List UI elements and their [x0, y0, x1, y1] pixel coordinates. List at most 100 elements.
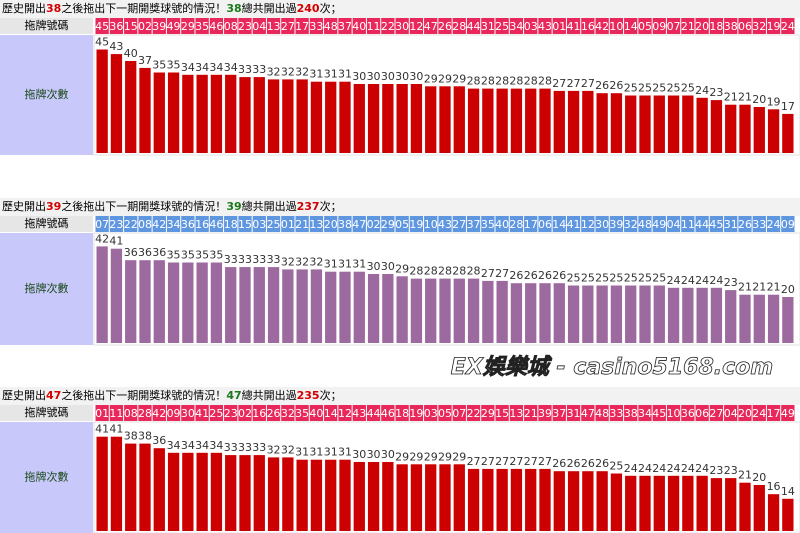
row-label: 拖牌次數	[25, 87, 69, 101]
ball-number: 11	[367, 20, 381, 33]
ball-cell	[338, 216, 352, 232]
ball-number: 37	[338, 20, 352, 33]
title-part: 歷史開出	[2, 388, 46, 402]
bar	[496, 88, 508, 153]
bar	[167, 452, 180, 531]
value-label: 30	[367, 260, 381, 273]
bar	[525, 283, 537, 343]
bar	[582, 471, 594, 531]
row-label: 拖牌號碼	[25, 18, 69, 32]
ball-cell	[766, 18, 781, 34]
bar	[539, 88, 551, 153]
value-label: 31	[324, 68, 338, 81]
bar	[353, 462, 365, 531]
ball-number: 20	[695, 20, 709, 33]
ball-number: 48	[324, 20, 338, 33]
ball-number: 07	[95, 218, 109, 231]
bar	[367, 84, 380, 153]
title-part: 歷史開出	[2, 1, 46, 15]
value-label: 36	[138, 246, 152, 259]
ball-number: 39	[538, 407, 552, 420]
bar	[196, 262, 208, 343]
value-label: 21	[738, 281, 752, 294]
ball-number: 44	[367, 407, 381, 420]
ball-number: 47	[581, 407, 595, 420]
bar	[125, 260, 137, 343]
ball-cell	[395, 18, 409, 34]
ball-number: 34	[509, 20, 523, 33]
ball-number: 05	[638, 20, 652, 33]
ball-number: 08	[224, 20, 238, 33]
ball-cell	[652, 216, 666, 232]
ball-cell	[352, 18, 366, 34]
value-label: 16	[767, 480, 781, 493]
bar	[139, 443, 151, 531]
ball-cell	[766, 216, 781, 232]
bar	[525, 88, 537, 153]
bar	[325, 81, 337, 153]
bar	[425, 464, 437, 531]
ball-cell	[366, 18, 381, 34]
ball-cell	[524, 216, 538, 232]
ball-cell	[238, 18, 252, 34]
ball-number: 31	[481, 20, 495, 33]
ball-cell	[524, 18, 538, 34]
title-part: 240	[297, 2, 320, 15]
value-label: 31	[338, 68, 352, 81]
bar	[210, 452, 223, 531]
bar	[496, 280, 508, 343]
ball-number: 33	[752, 218, 766, 231]
bar	[610, 473, 623, 531]
ball-number: 22	[381, 20, 395, 33]
ball-cell	[95, 405, 109, 421]
ball-number: 18	[395, 407, 409, 420]
ball-number: 42	[152, 407, 166, 420]
ball-cell	[424, 216, 438, 232]
row-label-cell	[0, 216, 93, 232]
ball-cell	[524, 405, 538, 421]
ball-number: 22	[124, 218, 138, 231]
ball-cell	[481, 405, 495, 421]
ball-cell	[609, 18, 624, 34]
title-bar	[0, 387, 800, 405]
ball-cell	[538, 216, 552, 232]
value-label: 29	[409, 450, 423, 463]
value-label: 30	[367, 70, 381, 83]
bar	[639, 475, 651, 531]
bar	[496, 468, 508, 531]
ball-number: 44	[695, 218, 709, 231]
ball-cell	[138, 18, 152, 34]
title-part: 38	[226, 2, 241, 15]
ball-cell	[309, 18, 324, 34]
bar	[239, 455, 251, 531]
value-label: 26	[581, 457, 595, 470]
ball-cell	[724, 405, 738, 421]
ball-number: 38	[338, 218, 352, 231]
ball-number: 17	[524, 218, 538, 231]
ball-cell	[209, 18, 224, 34]
ball-cell	[595, 405, 609, 421]
ball-number: 46	[209, 20, 223, 33]
ball-number: 30	[395, 20, 409, 33]
value-label: 28	[424, 265, 438, 278]
bar	[396, 84, 408, 153]
value-label: 27	[481, 267, 495, 280]
bar	[467, 278, 480, 343]
ball-cell	[309, 405, 324, 421]
value-label: 29	[452, 72, 466, 85]
bar	[167, 72, 180, 153]
bar	[382, 84, 394, 153]
value-label: 25	[638, 82, 652, 95]
value-label: 29	[452, 450, 466, 463]
bar	[439, 86, 451, 153]
bar	[153, 72, 165, 153]
value-label: 28	[452, 265, 466, 278]
ball-cell	[152, 18, 166, 34]
value-label: 34	[181, 439, 195, 452]
ball-number: 34	[167, 218, 181, 231]
ball-number: 39	[609, 218, 623, 231]
ball-cell	[538, 18, 552, 34]
bar	[696, 97, 708, 153]
value-label: 14	[781, 485, 795, 498]
value-label: 33	[267, 253, 281, 266]
